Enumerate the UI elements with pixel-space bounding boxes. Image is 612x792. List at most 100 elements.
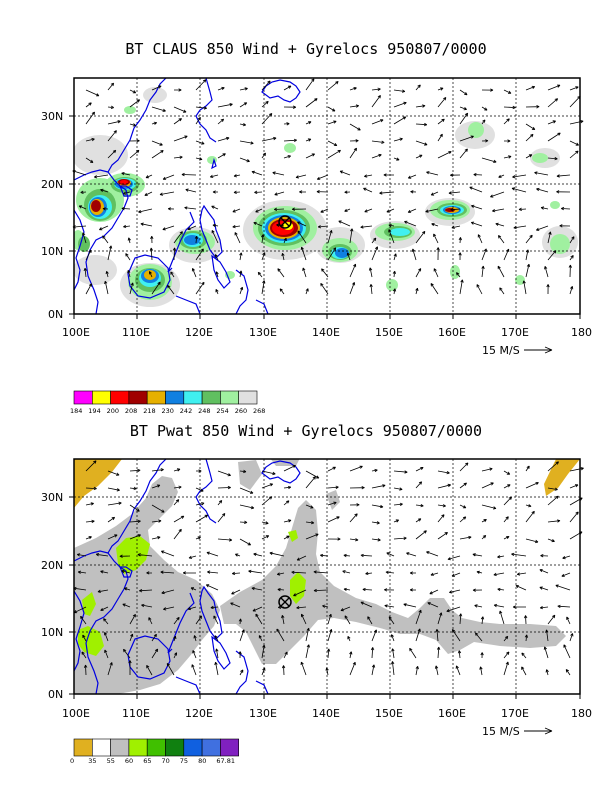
colorbar-label: 254 <box>216 407 228 415</box>
wind-arrow <box>239 487 254 494</box>
wind-arrow <box>85 486 97 491</box>
wind-arrow <box>499 610 505 625</box>
wind-arrow <box>431 223 439 227</box>
wind-arrow <box>261 152 266 159</box>
wind-arrow <box>276 628 285 642</box>
wind-arrow <box>458 613 463 625</box>
wind-arrow <box>327 247 337 261</box>
colorbar-label: 70 <box>162 757 170 765</box>
wind-arrow <box>305 288 309 295</box>
wind-arrow <box>305 98 318 108</box>
wind-arrow <box>326 648 331 659</box>
wind-arrow <box>151 468 164 472</box>
wind-arrow <box>545 629 549 642</box>
x-tick-label: 160E <box>438 707 466 720</box>
wind-arrow <box>342 570 351 574</box>
wind-arrow <box>569 86 579 91</box>
wind-arrow <box>231 589 241 595</box>
colorbar-swatch <box>220 738 239 757</box>
wind-arrow <box>457 650 462 659</box>
wind-arrow <box>379 191 395 195</box>
wind-arrow <box>85 89 100 97</box>
wind-arrow <box>525 85 536 91</box>
wind-arrow <box>559 224 571 228</box>
wind-arrow <box>239 286 244 295</box>
colorbar-swatch <box>110 738 130 757</box>
wind-arrow <box>393 157 400 161</box>
x-tick-label: 160E <box>438 326 466 339</box>
wind-arrow <box>82 634 87 642</box>
wind-arrow <box>212 223 219 228</box>
wind-arrow <box>167 284 175 295</box>
wind-arrow <box>459 535 472 540</box>
wind-arrow <box>459 106 467 111</box>
panel1-y-tick-labels: 0N 10N 20N 30N <box>41 110 63 321</box>
wind-arrow <box>415 481 423 489</box>
wind-arrow <box>102 207 109 211</box>
wind-arrow <box>409 647 417 659</box>
wind-arrow <box>436 247 440 261</box>
wind-arrow <box>569 467 584 472</box>
wind-arrow <box>277 588 285 592</box>
wind-arrow <box>121 172 131 176</box>
wind-arrow <box>426 171 439 176</box>
wind-arrow <box>121 569 131 574</box>
wind-arrow <box>295 174 307 179</box>
wind-arrow <box>173 485 182 489</box>
wind-arrow <box>104 632 109 642</box>
wind-arrow <box>415 287 419 295</box>
wind-arrow <box>105 270 109 278</box>
wind-arrow <box>407 174 417 179</box>
wind-arrow <box>215 648 219 659</box>
wind-arrow <box>174 88 182 92</box>
wind-arrow <box>192 650 197 659</box>
wind-arrow <box>129 504 140 512</box>
wind-arrow <box>415 140 428 146</box>
wind-arrow <box>349 123 361 131</box>
wind-arrow <box>313 588 329 593</box>
colorbar-label: 200 <box>107 407 119 415</box>
wind-arrow <box>235 553 241 557</box>
wind-arrow <box>349 147 357 159</box>
wind-arrow <box>80 615 87 625</box>
wind-arrow <box>162 174 175 180</box>
wind-arrow <box>195 514 209 523</box>
panel1-gridlines <box>74 78 580 314</box>
wind-arrow <box>393 253 397 261</box>
wind-arrow <box>388 616 395 625</box>
wind-arrow <box>173 616 180 625</box>
wind-arrow <box>547 538 555 543</box>
wind-arrow <box>129 123 136 127</box>
wind-arrow <box>569 633 574 642</box>
wind-arrow <box>313 570 329 574</box>
wind-arrow <box>215 271 219 278</box>
wind-arrow <box>196 469 202 473</box>
wind-arrow <box>97 589 109 593</box>
colorbar-label: 230 <box>162 407 174 415</box>
wind-arrow <box>459 504 467 509</box>
wind-arrow <box>159 191 175 196</box>
wind-arrow <box>540 554 549 558</box>
wind-arrow <box>305 627 310 642</box>
wind-arrow <box>385 570 395 575</box>
wind-arrow <box>281 614 285 625</box>
wind-arrow <box>233 190 241 194</box>
wind-arrow <box>195 281 205 295</box>
wind-arrow <box>137 553 153 557</box>
wind-arrow <box>569 150 579 159</box>
wind-arrow <box>504 139 511 143</box>
wind-arrow <box>151 519 162 523</box>
wind-arrow <box>274 191 285 196</box>
wind-arrow <box>540 206 549 210</box>
wind-arrow <box>525 263 531 278</box>
wind-arrow <box>173 652 177 659</box>
wind-arrow <box>475 632 483 642</box>
wind-arrow <box>261 470 276 476</box>
wind-arrow <box>437 151 452 159</box>
wind-arrow <box>217 470 231 477</box>
wind-arrow <box>390 634 395 642</box>
wind-arrow <box>151 106 166 112</box>
wind-arrow <box>476 570 483 574</box>
wind-arrow <box>239 669 244 676</box>
wind-arrow <box>217 153 226 159</box>
